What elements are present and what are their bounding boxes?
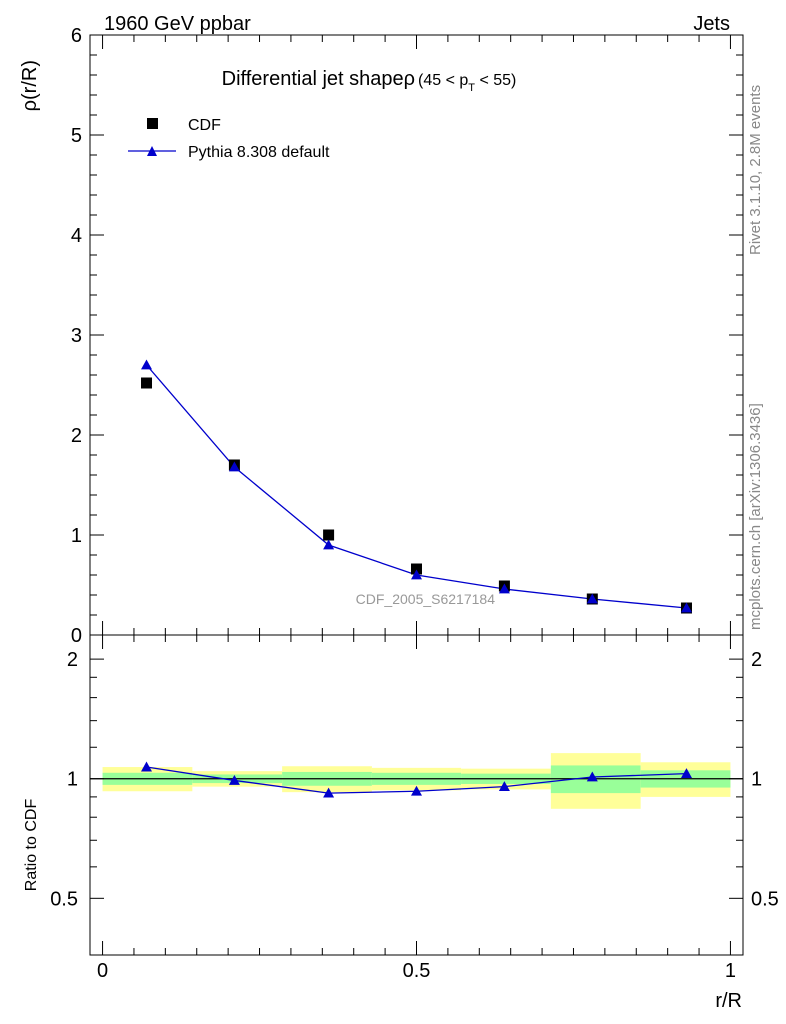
legend-pythia-label: Pythia 8.308 default <box>188 144 330 161</box>
pythia-point <box>586 593 598 604</box>
header-right-label: Jets <box>693 13 730 35</box>
ratio-xtick-label: 0.5 <box>403 960 431 982</box>
main-marks <box>141 359 692 614</box>
legend-pythia-marker <box>147 146 157 156</box>
title-range-end: < 55) <box>475 72 516 89</box>
ratio-ylabel: Ratio to CDF <box>23 799 40 892</box>
ratio-xlabel: r/R <box>715 990 742 1012</box>
ratio-bands <box>102 753 731 809</box>
pythia-point <box>680 602 692 613</box>
ratio-ytick-label-right: 2 <box>751 649 762 671</box>
main-axes: 0 1 2 3 4 5 6 <box>71 25 743 647</box>
title-range-sub: T <box>468 82 475 94</box>
main-ytick-label: 0 <box>71 625 82 647</box>
ratio-pythia-point <box>411 785 422 796</box>
main-ytick-label: 6 <box>71 25 82 47</box>
ratio-panel: Ratio to CDF r/R 0 0.5 1 0.5 0.5 1 1 2 2 <box>23 634 779 1012</box>
ratio-ytick-label: 0.5 <box>50 888 78 910</box>
ratio-pythia-point <box>141 761 153 772</box>
pythia-point <box>411 569 422 580</box>
legend-cdf-marker <box>147 118 158 129</box>
main-title-range: (45 < pT < 55) <box>418 72 516 94</box>
main-ylabel: ρ(r/R) <box>19 60 41 111</box>
ratio-marks <box>141 761 692 798</box>
ratio-ytick-label-right: 0.5 <box>751 888 779 910</box>
main-ytick-label: 5 <box>71 125 82 147</box>
ratio-pythia-point <box>680 768 692 779</box>
ratio-pythia-point <box>323 787 335 798</box>
ratio-ytick-label: 1 <box>67 769 78 791</box>
ratio-xtick-label: 1 <box>725 960 736 982</box>
ratio-axes: 0 0.5 1 0.5 0.5 1 1 2 2 <box>50 635 779 982</box>
ratio-pythia-point <box>586 771 598 782</box>
ratio-ytick-label-right: 1 <box>751 769 762 791</box>
cdf-point <box>323 529 335 541</box>
legend: CDF Pythia 8.308 default <box>128 117 330 161</box>
main-ytick-label: 1 <box>71 525 82 547</box>
pythia-point <box>228 461 240 472</box>
ratio-ytick-label: 2 <box>67 649 78 671</box>
cdf-point <box>141 377 153 389</box>
header-left-label: 1960 GeV ppbar <box>104 13 251 35</box>
analysis-watermark: CDF_2005_S6217184 <box>356 591 496 607</box>
ratio-pythia-point <box>228 774 240 785</box>
mcplots-reference-label: mcplots.cern.ch [arXiv:1306.3436] <box>747 403 764 630</box>
legend-cdf-label: CDF <box>188 117 221 134</box>
main-ytick-label: 2 <box>71 425 82 447</box>
ratio-xtick-label: 0 <box>97 960 108 982</box>
pythia-point <box>498 583 510 594</box>
title-range-start: (45 < p <box>418 72 468 89</box>
main-panel: ρ(r/R) Differential jet shapeρ (45 < pT … <box>19 25 744 647</box>
pythia-point <box>323 539 335 550</box>
ratio-pythia-point <box>498 781 510 792</box>
main-ytick-label: 4 <box>71 225 82 247</box>
pythia-point <box>141 359 153 370</box>
main-title: Differential jet shapeρ <box>222 68 415 90</box>
rivet-version-label: Rivet 3.1.10, 2.8M events <box>747 85 764 255</box>
cdf-point <box>411 563 422 575</box>
main-ytick-label: 3 <box>71 325 82 347</box>
